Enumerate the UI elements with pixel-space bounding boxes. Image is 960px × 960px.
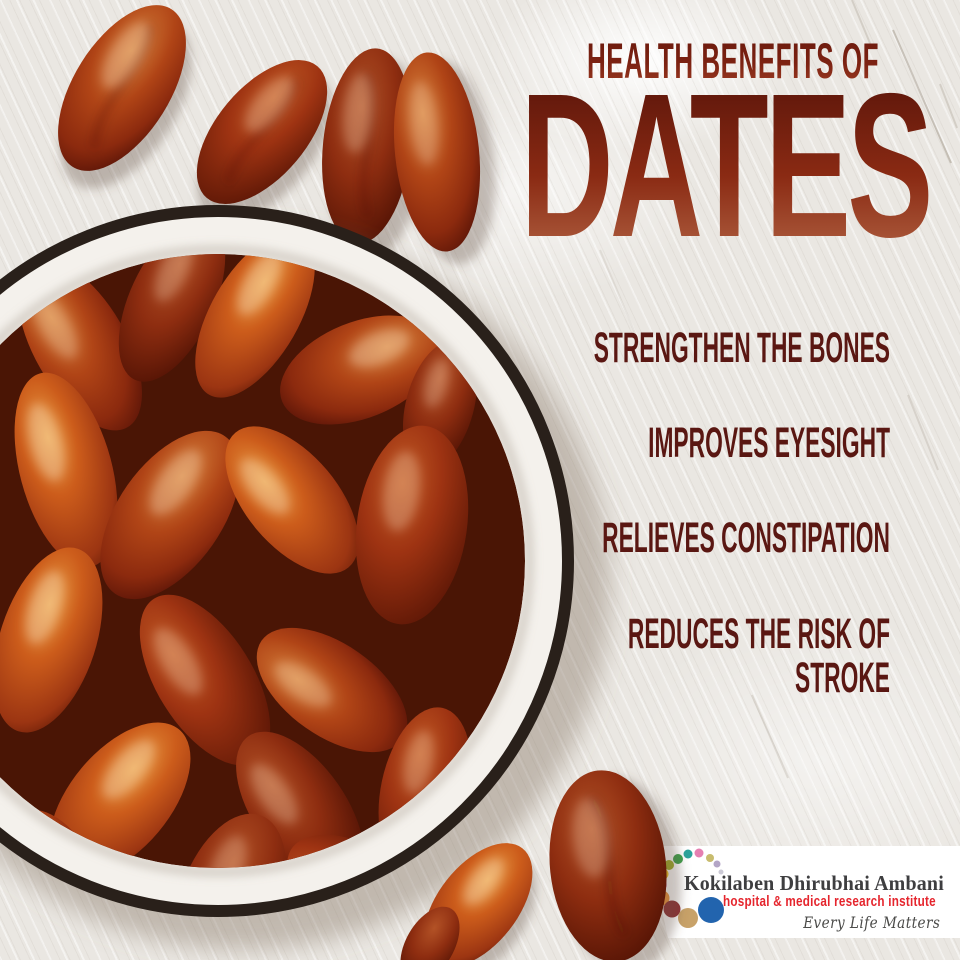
bowl-dates — [0, 254, 525, 868]
logo-dot — [653, 878, 667, 892]
loose-date — [322, 48, 425, 259]
benefit-item: REDUCES THE RISK OF STROKE — [519, 612, 890, 700]
logo-dot — [664, 860, 674, 870]
benefit-label: STROKE — [795, 654, 890, 702]
bowl — [0, 205, 610, 950]
logo-dot — [718, 869, 724, 875]
logo-dot — [694, 848, 704, 858]
logo-dot — [706, 854, 714, 862]
logo-dot — [698, 897, 724, 923]
title-main: DATES — [423, 63, 960, 268]
loose-date — [423, 843, 537, 960]
logo-dot — [713, 860, 721, 868]
logo-dot — [663, 900, 681, 918]
benefit-item: RELIEVES CONSTIPATION — [519, 516, 890, 560]
logo-dot — [673, 854, 683, 864]
logo-org-name: Kokilaben Dhirubhai Ambani — [684, 871, 944, 895]
benefit-label: STRENGTHEN THE BONES — [593, 324, 890, 372]
logo-division: hospital & medical research institute — [723, 893, 936, 910]
loose-date — [400, 906, 460, 960]
benefit-item: STRENGTHEN THE BONES — [519, 326, 890, 370]
benefit-item: IMPROVES EYESIGHT — [519, 421, 890, 465]
logo-tagline: Every Life Matters — [802, 913, 940, 932]
loose-date — [196, 60, 332, 222]
logo-banner: Kokilaben Dhirubhai Ambani hospital & me… — [648, 846, 960, 938]
benefit-label: RELIEVES CONSTIPATION — [602, 514, 890, 562]
logo-dot — [683, 849, 693, 859]
title-kicker: HEALTH BENEFITS OF — [564, 36, 902, 86]
logo-dot — [678, 908, 698, 928]
loose-date — [58, 5, 192, 189]
logo-dot — [657, 868, 669, 880]
benefit-label: REDUCES THE RISK OF — [627, 610, 890, 658]
benefit-label: IMPROVES EYESIGHT — [648, 419, 890, 467]
